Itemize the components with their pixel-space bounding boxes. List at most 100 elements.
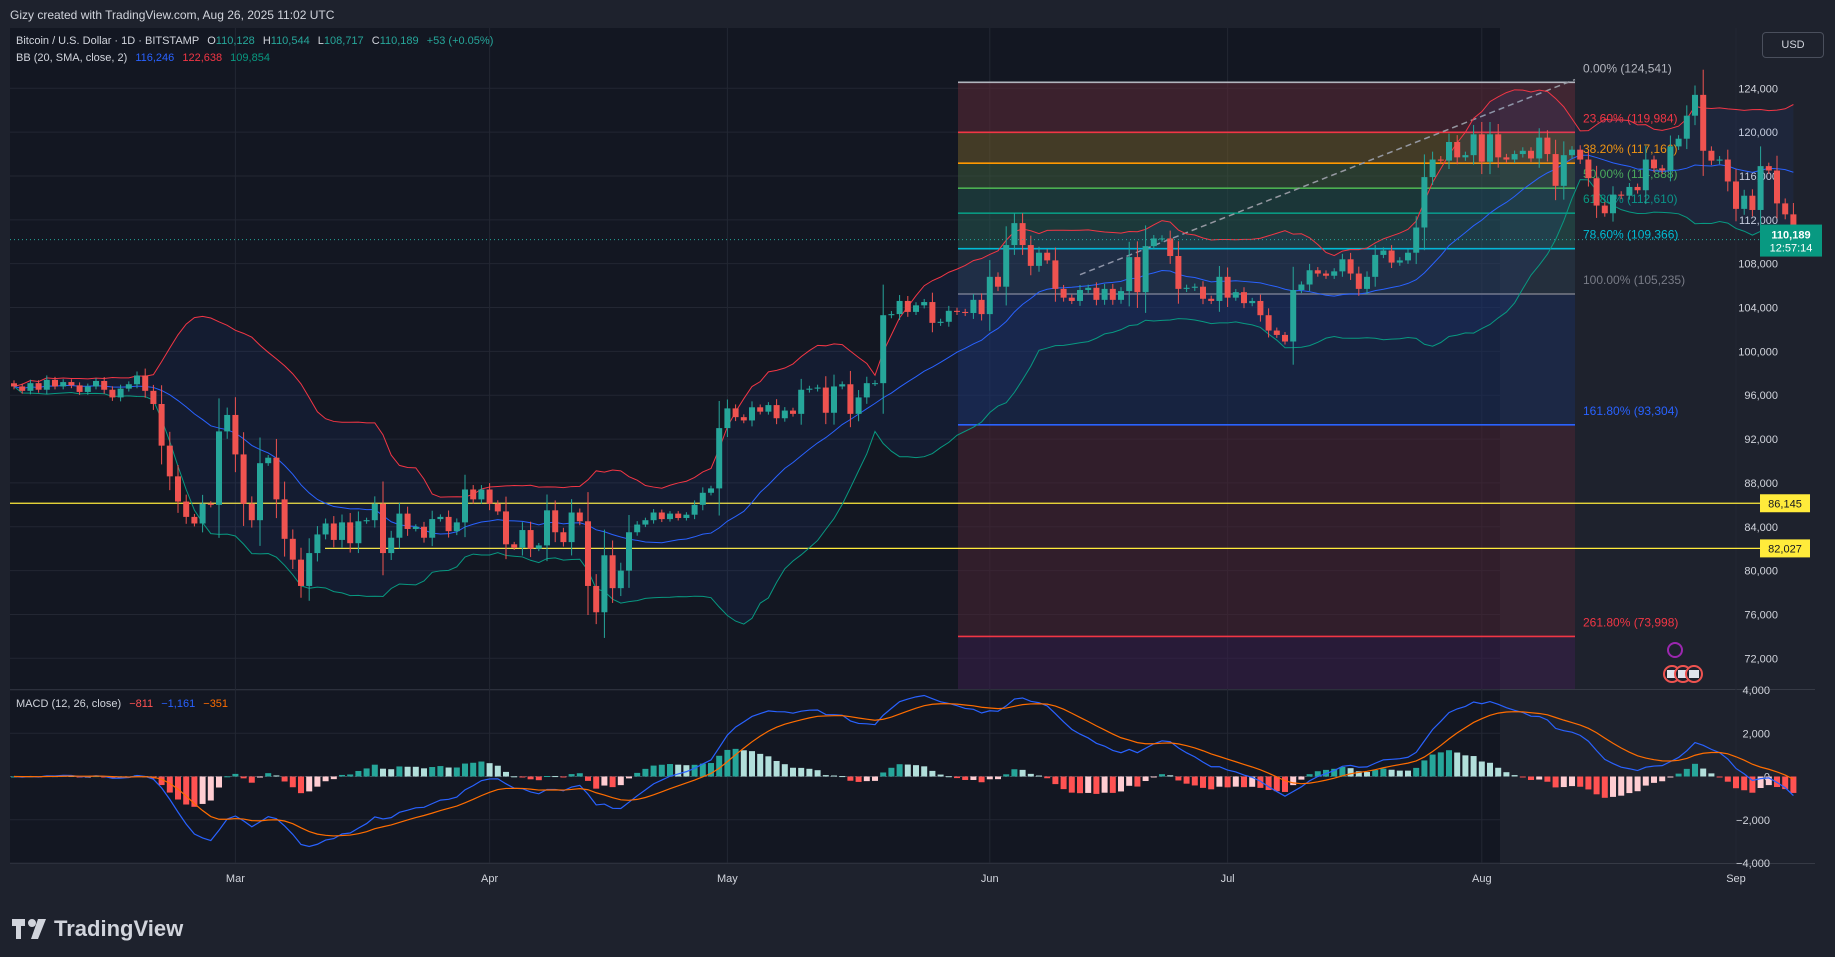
- candle-body: [429, 519, 436, 538]
- candle-body: [1167, 238, 1174, 257]
- candle-body: [1765, 166, 1772, 171]
- macd-histogram-bar: [1257, 776, 1264, 788]
- candle-body: [757, 407, 764, 412]
- macd-histogram-bar: [1552, 776, 1559, 788]
- macd-histogram-bar: [1306, 774, 1313, 777]
- time-axis-label: May: [717, 873, 738, 885]
- top-credit-bar: Gizy created with TradingView.com, Aug 2…: [0, 0, 1835, 28]
- macd-histogram-bar: [175, 776, 181, 800]
- candle-body: [1757, 166, 1764, 210]
- candle-body: [1306, 270, 1313, 285]
- fib-level-label: 0.00% (124,541): [1583, 61, 1672, 75]
- candle-body: [273, 457, 280, 500]
- candle-body: [1011, 223, 1018, 246]
- candle-body: [1027, 245, 1034, 266]
- candle-body: [150, 390, 157, 404]
- macd-histogram-bar: [1683, 768, 1690, 777]
- ohlc-change: +53 (+0.05%): [426, 35, 494, 47]
- macd-histogram-bar: [1634, 776, 1641, 792]
- candle-body: [1519, 150, 1526, 155]
- ohlc-high-label: H: [262, 35, 271, 47]
- candle-body: [240, 454, 247, 504]
- support-price-tag-label: 86,145: [1768, 498, 1802, 510]
- tradingview-logo[interactable]: TradingView: [12, 916, 183, 942]
- candle-body: [437, 516, 444, 520]
- candle-body: [962, 311, 969, 314]
- macd-histogram-bar: [822, 775, 829, 777]
- candle-body: [1396, 260, 1403, 263]
- candle-body: [363, 520, 370, 522]
- candle-body: [388, 537, 395, 554]
- candle-body: [740, 417, 747, 421]
- macd-histogram-bar: [945, 776, 952, 778]
- candle-body: [535, 545, 542, 549]
- candle-body: [1577, 149, 1584, 160]
- candle-body: [904, 300, 911, 312]
- candle-body: [142, 375, 149, 391]
- macd-histogram-bar: [1544, 776, 1551, 782]
- candle-body: [355, 521, 362, 544]
- macd-histogram-bar: [970, 776, 977, 780]
- macd-histogram-bar: [1036, 775, 1042, 777]
- bb-band-fill: [14, 89, 1794, 625]
- candle-body: [855, 397, 862, 414]
- candle-body: [1659, 168, 1666, 171]
- candle-body: [1733, 181, 1739, 209]
- us-flag-stripes: [1689, 670, 1699, 678]
- candle-body: [314, 534, 321, 554]
- macd-histogram-bar: [511, 776, 518, 778]
- candle-body: [683, 514, 690, 518]
- candle-body: [1085, 287, 1092, 290]
- macd-histogram-bar: [847, 776, 854, 781]
- macd-histogram-bar: [814, 770, 821, 777]
- macd-histogram-bar: [1462, 755, 1469, 777]
- event-alert-icon: [1667, 642, 1683, 658]
- candle-body: [503, 511, 509, 545]
- macd-histogram-bar: [1159, 774, 1165, 777]
- candle-body: [601, 555, 608, 613]
- macd-histogram-bar: [757, 753, 764, 777]
- candle-body: [445, 516, 452, 532]
- macd-histogram-bar: [1437, 752, 1444, 777]
- candle-body: [281, 499, 288, 539]
- candle-body: [101, 380, 108, 390]
- macd-histogram-bar: [257, 776, 263, 778]
- macd-histogram-bar: [1093, 776, 1100, 794]
- macd-histogram-bar: [929, 770, 936, 777]
- candle-body: [404, 513, 411, 529]
- macd-histogram-bar: [158, 776, 165, 786]
- macd-histogram-bar: [1675, 773, 1682, 777]
- macd-histogram-bar: [863, 776, 870, 782]
- macd-histogram-bar: [1536, 776, 1543, 780]
- macd-histogram-bar: [1724, 776, 1731, 782]
- macd-histogram-bar: [880, 772, 887, 777]
- candle-body: [593, 585, 600, 613]
- macd-signal-value: −351: [203, 698, 229, 710]
- macd-histogram-bar: [1249, 776, 1256, 787]
- macd-histogram-bar: [1782, 776, 1789, 790]
- fib-level-label: 23.60% (119,984): [1583, 111, 1678, 125]
- macd-histogram-bar: [1224, 776, 1231, 788]
- candle-body: [166, 445, 173, 477]
- candle-body: [1478, 134, 1485, 162]
- macd-histogram-bar: [1716, 776, 1723, 778]
- candle-body: [1495, 134, 1502, 158]
- candle-body: [175, 476, 181, 502]
- macd-histogram-bar: [1569, 776, 1575, 787]
- macd-histogram-bar: [1011, 769, 1018, 777]
- macd-histogram-bar: [1380, 768, 1387, 777]
- macd-histogram-bar: [486, 763, 493, 777]
- macd-histogram-bar: [1044, 776, 1051, 779]
- candle-body: [1036, 252, 1042, 266]
- candle-body: [117, 388, 124, 398]
- us-flag-stripes: [1678, 670, 1688, 678]
- macd-histogram-bar: [1290, 776, 1297, 786]
- macd-histogram-bar: [1503, 772, 1510, 777]
- macd-histogram-bar: [1077, 776, 1083, 794]
- candle-body: [1552, 154, 1559, 186]
- candle-body: [1093, 287, 1100, 300]
- candle-body: [109, 389, 116, 398]
- currency-button[interactable]: USD: [1762, 32, 1824, 58]
- candle-body: [1347, 259, 1354, 274]
